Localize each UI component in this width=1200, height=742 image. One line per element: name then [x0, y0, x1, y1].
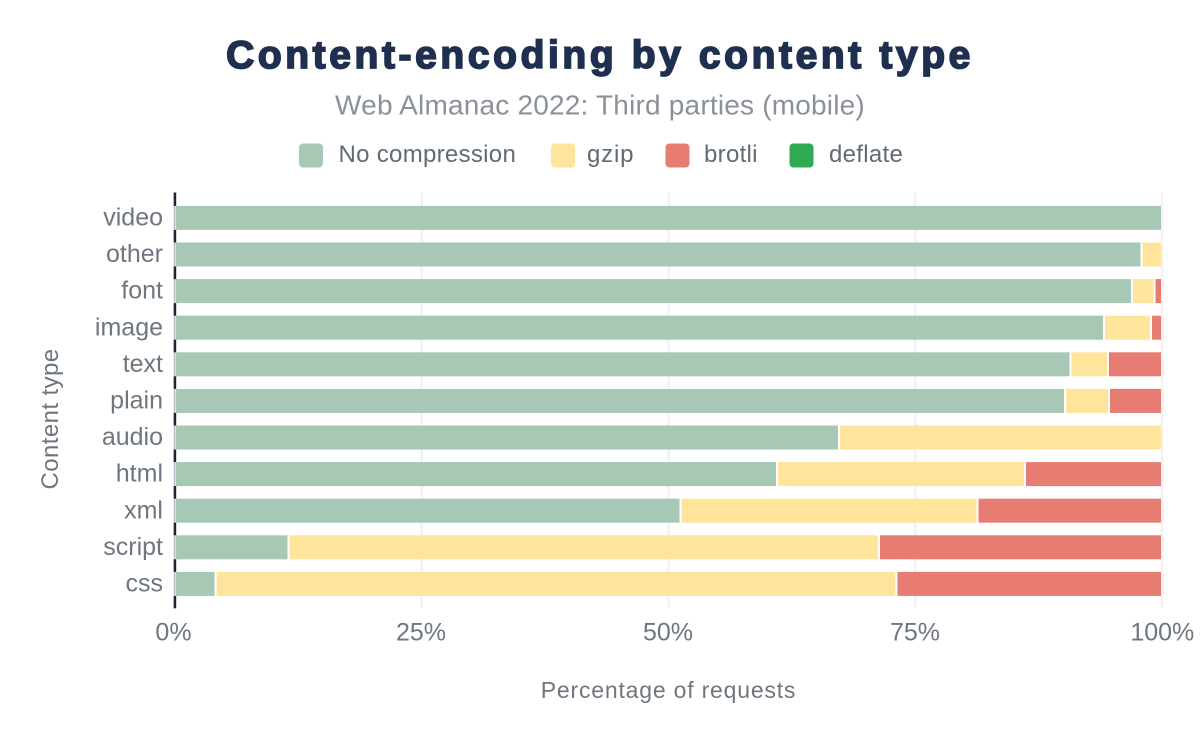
svg-text:75%: 75% — [890, 619, 940, 647]
svg-text:css: css — [126, 570, 164, 598]
svg-text:script: script — [103, 533, 163, 561]
svg-text:Web Almanac 2022: Third partie: Web Almanac 2022: Third parties (mobile) — [335, 90, 865, 121]
svg-text:deflate: deflate — [829, 141, 903, 168]
svg-text:Percentage of requests: Percentage of requests — [541, 677, 796, 703]
svg-text:100%: 100% — [1130, 619, 1194, 647]
svg-text:image: image — [95, 313, 163, 341]
svg-text:audio: audio — [102, 423, 163, 451]
svg-text:Content type: Content type — [37, 349, 64, 490]
svg-text:xml: xml — [124, 496, 163, 524]
svg-text:25%: 25% — [396, 619, 446, 647]
svg-text:gzip: gzip — [587, 141, 634, 168]
svg-text:Content-encoding by content ty: Content-encoding by content type — [226, 34, 974, 77]
svg-text:No compression: No compression — [339, 141, 517, 168]
svg-text:other: other — [106, 240, 163, 268]
svg-text:50%: 50% — [643, 619, 693, 647]
svg-text:text: text — [123, 350, 163, 378]
svg-text:font: font — [121, 277, 163, 305]
svg-text:html: html — [116, 460, 163, 488]
svg-text:plain: plain — [110, 387, 163, 415]
svg-text:0%: 0% — [155, 619, 191, 647]
svg-text:video: video — [103, 204, 163, 232]
svg-text:brotli: brotli — [704, 141, 758, 168]
